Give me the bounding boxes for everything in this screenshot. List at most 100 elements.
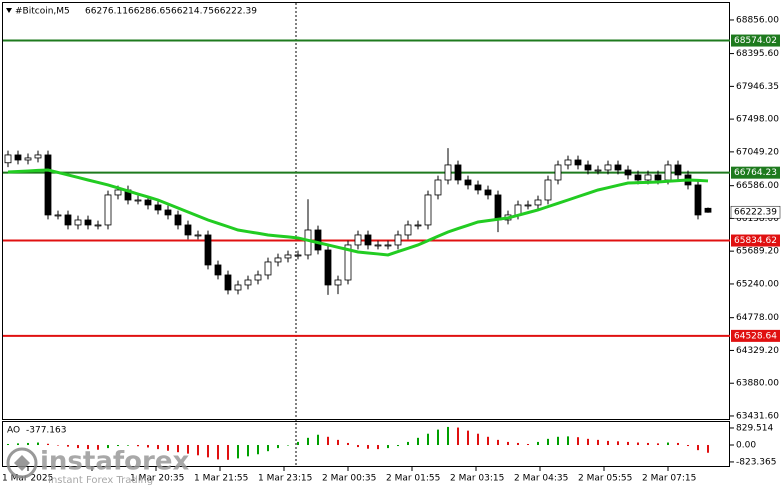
y-tick-label: 64778.00 — [736, 313, 779, 323]
indicator-bar — [117, 445, 119, 447]
candle-body — [244, 279, 252, 286]
candle-body — [374, 244, 382, 247]
y-tick-label: 68856.00 — [736, 15, 779, 25]
indicator-bar — [367, 445, 369, 449]
indicator-bar — [167, 445, 169, 451]
indicator-bar — [207, 445, 209, 458]
candle-body — [494, 194, 502, 221]
candle-body — [294, 254, 302, 257]
indicator-bar — [527, 443, 529, 446]
candle-body — [664, 164, 672, 181]
indicator-bar — [57, 445, 59, 446]
candle-body — [84, 219, 92, 226]
logo-icon-inner — [14, 455, 30, 471]
candle-body — [614, 164, 622, 171]
y-tick-label: 67946.35 — [736, 82, 779, 92]
y-tick-label: 68395.60 — [736, 49, 779, 59]
x-tick-label: 2 Mar 03:15 — [450, 474, 504, 484]
candle-body — [44, 154, 52, 216]
indicator-bar — [107, 445, 109, 449]
candle-body — [594, 169, 602, 172]
indicator-bar — [547, 438, 549, 446]
indicator-bar — [37, 442, 39, 446]
x-tick-label: 2 Mar 00:35 — [322, 474, 376, 484]
candle-body — [674, 164, 682, 176]
indicator-bar — [607, 440, 609, 446]
candle-body — [694, 184, 702, 216]
candle-body — [704, 207, 712, 213]
indicator-bar — [687, 445, 689, 447]
symbol: #Bitcoin,M5 — [15, 7, 70, 17]
candle-body — [634, 174, 642, 181]
candle-body — [314, 229, 322, 251]
indicator-bar — [707, 445, 709, 453]
indicator-bar — [657, 443, 659, 446]
indicator-bar — [87, 445, 89, 450]
y-tick-label: 65689.20 — [736, 247, 779, 257]
x-tick-label: 2 Mar 01:55 — [386, 474, 440, 484]
x-tick-label: 2 Mar 04:35 — [514, 474, 568, 484]
indicator-bar — [67, 445, 69, 447]
indicator-bar — [297, 441, 299, 446]
candle-body — [344, 244, 352, 281]
moving-average — [7, 168, 709, 257]
candle-body — [254, 274, 262, 281]
y-tick-label: 67498.00 — [736, 115, 779, 125]
indicator-bar — [77, 445, 79, 449]
indicator-bar — [697, 445, 699, 451]
candle-body — [414, 224, 422, 227]
indicator-bar — [97, 445, 99, 450]
indicator-bar — [597, 439, 599, 446]
candle-body — [354, 234, 362, 246]
indicator-bar — [287, 445, 289, 446]
level-label-box — [731, 329, 780, 342]
indicator-bar — [217, 445, 219, 460]
indicator-bar — [17, 443, 19, 446]
ohlc-low: 66214.75 — [171, 7, 214, 17]
candle-body — [654, 174, 662, 181]
logo-tagline: Instant Forex Trading — [48, 475, 153, 486]
candle-body — [324, 249, 332, 286]
x-tick-label: 1 Mar 23:15 — [258, 474, 312, 484]
candle-body — [184, 224, 192, 236]
indicator-bar — [457, 427, 459, 446]
level-label-box — [731, 234, 780, 247]
candle-body — [544, 179, 552, 201]
main-frame — [2, 2, 730, 420]
candle-body — [404, 224, 412, 236]
candle-body — [474, 184, 482, 191]
candle-body — [264, 261, 272, 276]
candle-body — [334, 279, 342, 286]
indicator-bar — [127, 445, 129, 446]
indicator-bar — [237, 445, 239, 459]
level-label-box — [731, 166, 780, 179]
ohlc-high: 66286.65 — [128, 7, 171, 17]
indicator-bar — [567, 436, 569, 446]
indicator-bar — [397, 445, 399, 447]
price-label: 66222.39 — [734, 208, 777, 218]
candle-body — [384, 244, 392, 247]
candle-body — [564, 159, 572, 166]
candle-body — [284, 254, 292, 259]
candle-body — [54, 214, 62, 217]
candle-body — [464, 179, 472, 186]
indicator-bar — [177, 445, 179, 453]
indicator-bar — [197, 445, 199, 456]
level-label: 64528.64 — [734, 331, 777, 341]
indicator-bar — [677, 442, 679, 446]
x-tick-label: 1 Mar 20:35 — [130, 474, 184, 484]
indicator-bar — [577, 437, 579, 446]
indicator-bar — [337, 439, 339, 446]
candle-body — [204, 234, 212, 266]
ohlc-close: 66222.39 — [214, 7, 257, 17]
candle-body — [584, 164, 592, 171]
indicator-bar — [417, 437, 419, 446]
candle-body — [24, 157, 32, 161]
indicator-bar — [667, 442, 669, 446]
indicator-bar — [27, 442, 29, 446]
indicator-bar — [387, 445, 389, 449]
candle-body — [274, 257, 282, 263]
candle-body — [424, 194, 432, 226]
